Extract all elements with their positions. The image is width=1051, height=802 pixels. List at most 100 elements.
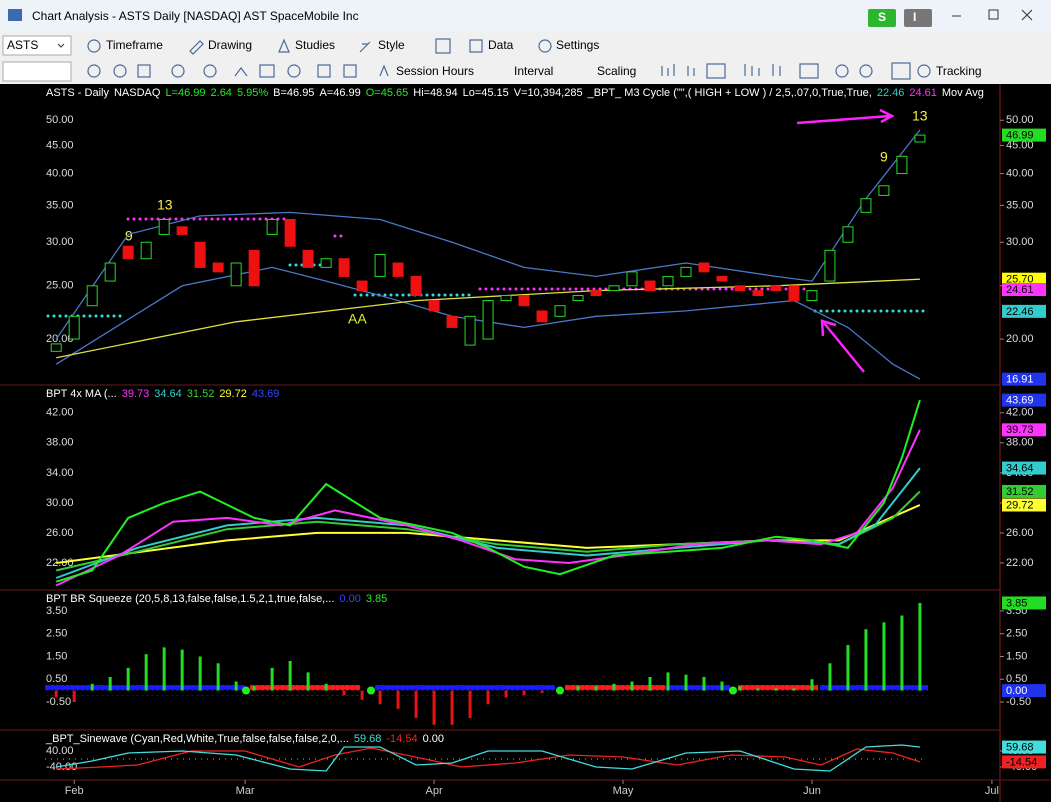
chart-background	[0, 84, 1051, 802]
y-tick-label: 20.00	[1006, 333, 1034, 345]
menu[interactable]: Data	[488, 38, 514, 52]
menu[interactable]: Interval	[514, 64, 553, 78]
histogram-bar	[666, 672, 670, 691]
candle	[140, 241, 152, 260]
histogram-bar	[720, 681, 724, 691]
histogram-bar	[144, 654, 148, 691]
header-item: 39.73	[122, 388, 150, 400]
histogram-bar	[918, 602, 922, 691]
header-item: 43.69	[252, 388, 280, 400]
header-item: _BPT_ M3 Cycle ("",( HIGH + LOW ) / 2,5,…	[587, 87, 872, 99]
header-item: 24.61	[909, 87, 937, 99]
symbol[interactable]: ASTS	[7, 38, 38, 52]
menu[interactable]: Settings	[556, 38, 599, 52]
series-line	[55, 129, 921, 340]
candle	[518, 295, 530, 307]
toolbar	[0, 32, 1051, 59]
y-tick-label: 50.00	[46, 114, 74, 126]
candle	[104, 262, 116, 282]
y-tick-label: 30.00	[46, 236, 74, 248]
value-badge	[1002, 484, 1046, 498]
y-tick-label: 42.00	[1006, 407, 1034, 419]
candle	[860, 198, 872, 213]
candle	[914, 134, 926, 143]
y-tick-label: 1.50	[1006, 650, 1027, 662]
histogram-bar	[756, 688, 760, 691]
candle	[878, 185, 890, 196]
app-icon	[8, 9, 22, 21]
y-tick-label: -40.00	[46, 761, 77, 773]
symbol-box[interactable]	[2, 35, 72, 56]
histogram-bar	[810, 679, 814, 691]
header-item: B=46.95	[273, 87, 314, 99]
header-item: V=10,394,285	[514, 87, 583, 99]
close[interactable]	[1021, 9, 1033, 21]
histogram-bar	[324, 683, 328, 691]
candle	[230, 262, 242, 287]
icon	[87, 39, 101, 53]
s-button[interactable]	[868, 9, 896, 27]
menu[interactable]: Drawing	[208, 38, 252, 52]
y-tick-label: 45.00	[1006, 139, 1034, 151]
candle	[788, 285, 800, 302]
menu[interactable]: Session Hours	[396, 64, 474, 78]
menu[interactable]: Timeframe	[106, 38, 163, 52]
series-line	[55, 467, 921, 579]
annotation: 13	[157, 197, 173, 213]
candle	[572, 295, 584, 302]
candle	[428, 300, 440, 312]
menu[interactable]: Scaling	[597, 64, 636, 78]
interval-box[interactable]	[2, 61, 72, 82]
y-tick-label: 25.00	[46, 280, 74, 292]
y-tick-label: 30.00	[46, 497, 74, 509]
histogram-bar	[108, 676, 112, 691]
candle	[410, 275, 422, 297]
i-button[interactable]	[904, 9, 932, 27]
histogram-bar	[216, 663, 220, 691]
histogram-bar	[126, 667, 130, 691]
value-badge	[1002, 423, 1046, 437]
value-badge-label: 25.70	[1006, 274, 1034, 286]
value-badge-label: 31.52	[1006, 486, 1034, 498]
panel: ASTS - Daily NASDAQ L=46.99 2.64 5.95% B=46.9…	[46, 87, 1046, 386]
s-button-label[interactable]: S	[878, 10, 886, 24]
header-item: BPT BR Squeeze (20,5,8,13,false,false,1.…	[46, 593, 334, 605]
histogram-bar	[288, 661, 292, 691]
value-badge-label: 59.68	[1006, 741, 1034, 753]
y-tick-label: 40.00	[46, 745, 74, 757]
menu[interactable]: Studies	[295, 38, 335, 52]
panel-header: _BPT_Sinewave (Cyan,Red,White,True,false…	[45, 733, 444, 745]
annotation: 9	[880, 149, 888, 165]
histogram-bar	[774, 688, 778, 691]
histogram-bar	[558, 688, 562, 691]
i-button-label[interactable]: I	[913, 10, 916, 24]
header-item: 0.00	[423, 733, 444, 745]
value-badge-label: 16.91	[1006, 374, 1034, 386]
header-item: _BPT_Sinewave (Cyan,Red,White,True,false…	[45, 733, 349, 745]
candle	[716, 275, 728, 282]
y-tick-label: 35.00	[46, 199, 74, 211]
panel-header: BPT 4x MA (... 39.73 34.64 31.52 29.72 43.69	[46, 388, 279, 400]
candle	[554, 305, 566, 317]
candle	[392, 262, 404, 277]
y-tick-label: 34.00	[46, 467, 74, 479]
icon	[435, 38, 451, 54]
maximize[interactable]	[988, 9, 999, 20]
candle	[320, 258, 332, 268]
candle	[824, 249, 836, 282]
histogram-bar	[540, 690, 544, 693]
panel: BPT 4x MA (... 39.73 34.64 31.52 29.72 43.692…	[46, 388, 1046, 587]
candle	[734, 285, 746, 292]
value-badge-label: 39.73	[1006, 424, 1034, 436]
x-tick-label: Feb	[65, 785, 84, 797]
histogram-bar	[612, 683, 616, 691]
histogram-bar	[468, 690, 472, 718]
histogram-bar	[702, 676, 706, 691]
menu[interactable]: Tracking	[936, 64, 982, 78]
header-item: 2.64	[211, 87, 232, 99]
squeeze-dots	[45, 685, 928, 696]
annotation: AA	[348, 311, 367, 327]
candle	[50, 343, 62, 352]
x-tick-label: Jun	[803, 785, 821, 797]
menu[interactable]: Style	[378, 38, 405, 52]
